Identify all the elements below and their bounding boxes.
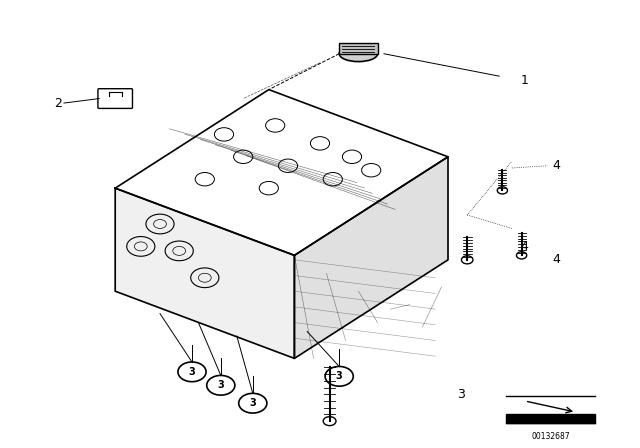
Text: 4: 4 bbox=[553, 253, 561, 267]
Text: 2: 2 bbox=[54, 96, 61, 110]
Polygon shape bbox=[294, 157, 448, 358]
FancyBboxPatch shape bbox=[98, 89, 132, 108]
Text: 3: 3 bbox=[189, 367, 195, 377]
Bar bbox=[339, 43, 378, 54]
Text: 3: 3 bbox=[250, 398, 256, 408]
Text: 4: 4 bbox=[553, 159, 561, 172]
Polygon shape bbox=[115, 188, 294, 358]
Text: 3: 3 bbox=[218, 380, 224, 390]
Text: 4: 4 bbox=[521, 240, 529, 253]
Text: 1: 1 bbox=[521, 74, 529, 87]
Text: 3: 3 bbox=[457, 388, 465, 401]
Polygon shape bbox=[115, 90, 448, 255]
Text: 3: 3 bbox=[336, 371, 342, 381]
Ellipse shape bbox=[339, 46, 378, 61]
Bar bbox=[506, 414, 595, 423]
Text: 00132687: 00132687 bbox=[531, 432, 570, 441]
